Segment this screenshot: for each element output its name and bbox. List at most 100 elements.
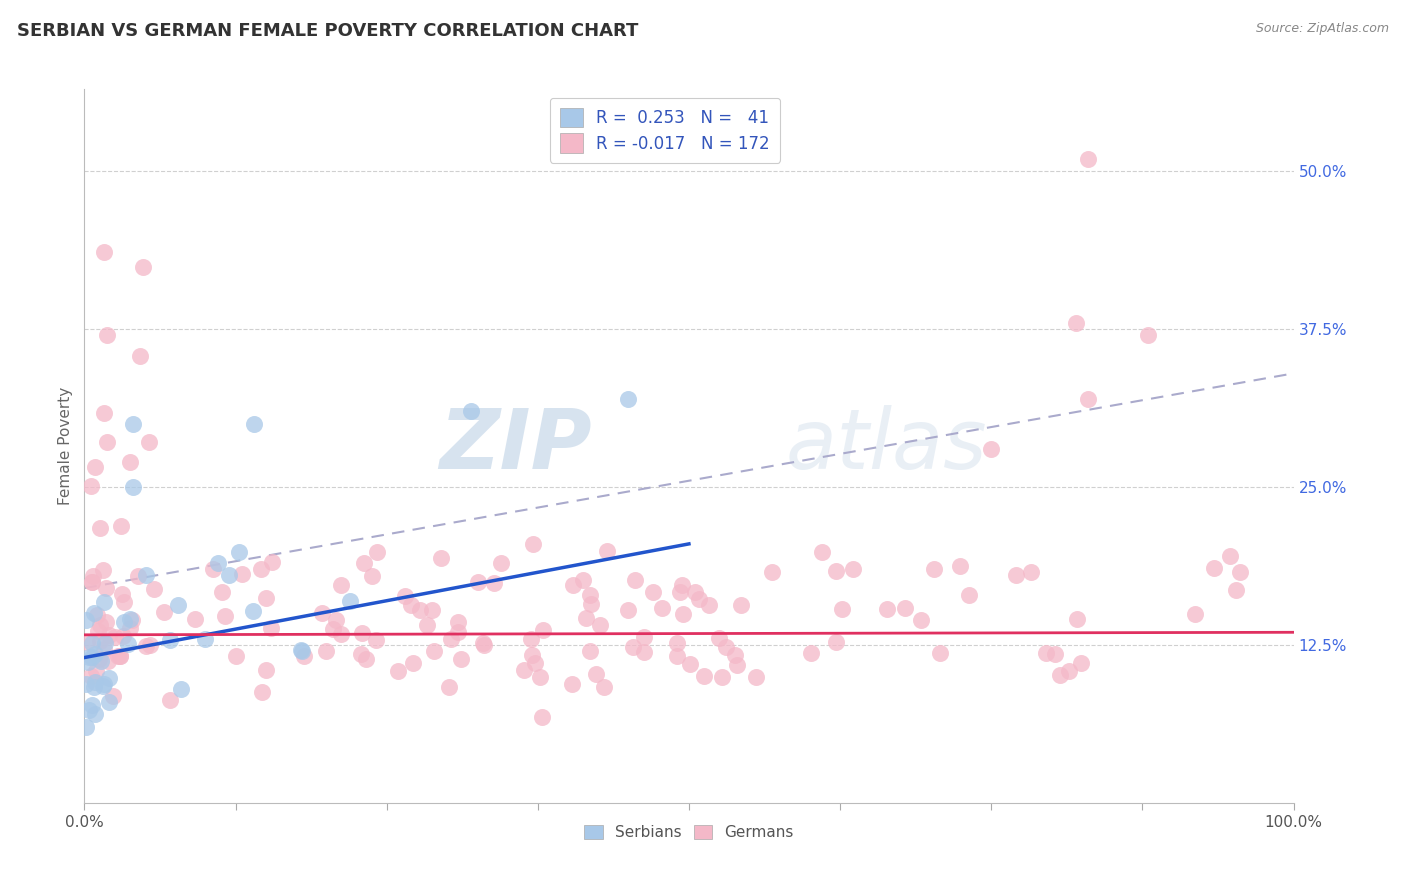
- Point: [83, 460, 105, 475]
- Point: [671, 578, 693, 592]
- Point: [651, 601, 673, 615]
- Point: [520, 648, 543, 662]
- Point: [460, 404, 482, 418]
- Point: [697, 598, 720, 612]
- Point: [575, 611, 598, 625]
- Point: [120, 621, 142, 635]
- Point: [1077, 152, 1099, 166]
- Point: [96, 615, 118, 629]
- Point: [353, 557, 375, 571]
- Point: [83, 647, 105, 661]
- Point: [1049, 668, 1071, 682]
- Point: [446, 624, 468, 639]
- Point: [596, 543, 619, 558]
- Point: [75, 613, 97, 627]
- Point: [90, 654, 112, 668]
- Point: [929, 646, 952, 660]
- Point: [91, 679, 114, 693]
- Point: [93, 595, 115, 609]
- Point: [350, 626, 373, 640]
- Point: [207, 556, 229, 570]
- Point: [876, 601, 898, 615]
- Point: [292, 648, 315, 663]
- Point: [1070, 656, 1092, 670]
- Point: [723, 648, 745, 662]
- Point: [440, 632, 463, 647]
- Point: [330, 577, 353, 591]
- Point: [633, 645, 655, 659]
- Legend: Serbians, Germans: Serbians, Germans: [578, 819, 800, 847]
- Point: [1184, 607, 1206, 621]
- Point: [315, 644, 337, 658]
- Point: [589, 617, 612, 632]
- Point: [260, 555, 283, 569]
- Point: [519, 632, 541, 646]
- Point: [710, 670, 733, 684]
- Point: [142, 582, 165, 596]
- Point: [120, 612, 142, 626]
- Point: [76, 635, 98, 649]
- Point: [579, 598, 602, 612]
- Point: [707, 632, 730, 646]
- Point: [311, 606, 333, 620]
- Point: [617, 602, 640, 616]
- Point: [94, 581, 117, 595]
- Point: [167, 598, 190, 612]
- Point: [572, 574, 595, 588]
- Point: [623, 574, 645, 588]
- Point: [633, 631, 655, 645]
- Point: [96, 328, 118, 343]
- Y-axis label: Female Poverty: Female Poverty: [58, 387, 73, 505]
- Point: [93, 642, 115, 657]
- Point: [949, 559, 972, 574]
- Point: [107, 649, 129, 664]
- Point: [922, 562, 945, 576]
- Point: [531, 710, 554, 724]
- Point: [152, 605, 174, 619]
- Point: [76, 655, 98, 669]
- Point: [89, 633, 111, 648]
- Point: [450, 652, 472, 666]
- Point: [824, 635, 846, 649]
- Point: [364, 633, 387, 648]
- Point: [522, 537, 544, 551]
- Point: [1021, 565, 1043, 579]
- Point: [672, 607, 695, 622]
- Point: [121, 417, 143, 431]
- Point: [402, 657, 425, 671]
- Point: [578, 643, 600, 657]
- Point: [472, 638, 495, 652]
- Point: [242, 417, 264, 431]
- Point: [111, 629, 134, 643]
- Text: atlas: atlas: [786, 406, 987, 486]
- Point: [1004, 568, 1026, 582]
- Point: [93, 677, 115, 691]
- Point: [89, 617, 111, 632]
- Point: [89, 521, 111, 535]
- Point: [350, 647, 373, 661]
- Point: [82, 575, 104, 590]
- Point: [82, 568, 104, 582]
- Point: [86, 624, 108, 638]
- Point: [423, 644, 446, 658]
- Point: [325, 613, 347, 627]
- Point: [80, 479, 103, 493]
- Point: [322, 622, 344, 636]
- Point: [110, 519, 132, 533]
- Point: [980, 442, 1002, 457]
- Point: [93, 244, 115, 259]
- Point: [666, 648, 689, 663]
- Point: [83, 706, 105, 721]
- Point: [79, 650, 101, 665]
- Point: [91, 563, 114, 577]
- Point: [97, 654, 120, 668]
- Point: [135, 567, 157, 582]
- Point: [110, 649, 132, 664]
- Point: [422, 602, 444, 616]
- Point: [561, 578, 583, 592]
- Point: [1204, 561, 1226, 575]
- Point: [291, 644, 314, 658]
- Point: [87, 651, 110, 665]
- Point: [910, 613, 932, 627]
- Point: [894, 601, 917, 615]
